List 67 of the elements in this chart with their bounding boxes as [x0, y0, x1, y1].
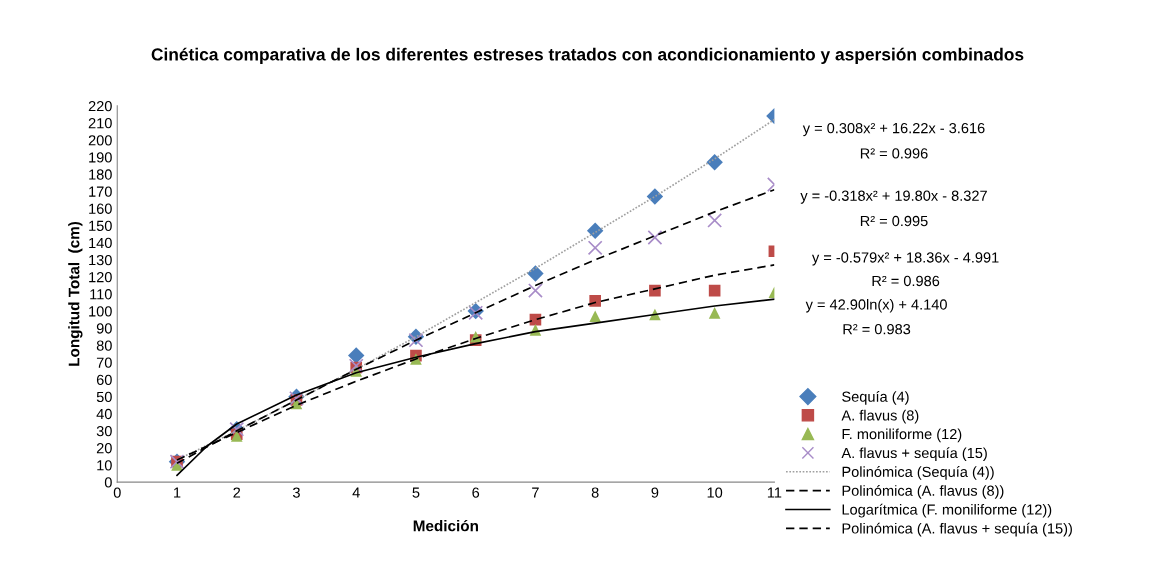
- text: R² = 0.983: [843, 324, 911, 335]
- text: y = 0.308x² + 16.22x - 3.616: [802, 122, 985, 137]
- y-tick-label: 10: [97, 460, 112, 471]
- y-tick-label: 40: [96, 408, 112, 420]
- y-tick-label: 220: [88, 100, 112, 112]
- point: [586, 222, 604, 239]
- y-tick-label: 90: [96, 323, 112, 334]
- y-tick-label: 80: [96, 340, 112, 351]
- y-tick-label: 120: [89, 272, 112, 283]
- legend-label: F. moniliforme (12): [842, 428, 962, 443]
- text: R² = 0.995: [860, 215, 928, 227]
- x-axis-title: Medición: [413, 519, 478, 532]
- x-tick-label: 11: [767, 487, 782, 498]
- point: [528, 283, 543, 299]
- y-tick-label: 170: [89, 186, 112, 197]
- x-tick-label: 8: [591, 487, 599, 498]
- point: [708, 307, 721, 319]
- x-tick-label: 9: [651, 487, 659, 498]
- point: [348, 347, 365, 364]
- legend-label: Polinómica (A. flavus (8)): [842, 484, 1004, 499]
- y-tick-label: 180: [89, 169, 112, 180]
- y-tick-label: 0: [104, 477, 112, 488]
- legend-label: Sequía (4): [842, 390, 909, 405]
- y-tick-label: 210: [88, 118, 112, 129]
- y-tick-label: 160: [89, 203, 112, 214]
- y-tick-label: 110: [90, 289, 112, 300]
- point: [408, 332, 424, 348]
- text: y = -0.318x² + 19.80x - 8.327: [800, 190, 987, 204]
- x-tick-label: 5: [412, 487, 420, 498]
- y-tick-label: 70: [96, 357, 112, 368]
- x-tick-label: 0: [113, 487, 121, 498]
- x-tick-label: 7: [532, 487, 539, 498]
- legend-label: Logarítmica (F. moniliforme (12)): [842, 503, 1052, 518]
- point: [587, 240, 603, 256]
- point: [589, 295, 601, 307]
- y-tick-label: 30: [96, 425, 112, 437]
- y-tick-label: 60: [96, 374, 112, 385]
- text: y = 42.90ln(x) + 4.140: [805, 298, 947, 313]
- point: [527, 265, 544, 282]
- point: [708, 284, 721, 297]
- y-tick-label: 190: [89, 152, 112, 163]
- y-axis-title: Longitud Total (cm): [68, 221, 83, 366]
- y-tick-label: 100: [89, 306, 112, 317]
- chart-title: Cinética comparativa de los diferentes estreses tratados con acondicionamiento y aspersión combinados: [151, 47, 1024, 65]
- y-tick-label: 200: [88, 135, 112, 146]
- x-tick-label: 4: [352, 487, 360, 498]
- x-tick-label: 1: [174, 487, 181, 498]
- y-tick-label: 150: [89, 220, 112, 232]
- point: [589, 310, 601, 323]
- y-tick-label: 140: [89, 237, 112, 249]
- x-tick-label: 2: [233, 487, 241, 498]
- x-tick-label: 3: [292, 487, 300, 498]
- legend-label: Polinómica (Sequía (4)): [842, 466, 994, 480]
- text: R² = 0.986: [872, 275, 940, 287]
- y-tick-label: 50: [96, 391, 112, 403]
- point: [706, 154, 723, 171]
- text: R² = 0.996: [860, 148, 928, 159]
- legend-label: A. flavus (8): [841, 409, 919, 424]
- x-tick-label: 10: [707, 487, 723, 498]
- point: [707, 213, 723, 228]
- y-tick-label: 20: [96, 443, 112, 454]
- text: y = -0.579x² + 18.36x - 4.991: [811, 252, 999, 266]
- x-tick-label: 6: [472, 487, 480, 498]
- point: [647, 230, 663, 245]
- y-tick-label: 130: [89, 254, 112, 266]
- legend-label: Polinómica (A. flavus + sequía (15)): [842, 522, 1072, 537]
- legend-label: A. flavus + sequía (15): [841, 447, 987, 462]
